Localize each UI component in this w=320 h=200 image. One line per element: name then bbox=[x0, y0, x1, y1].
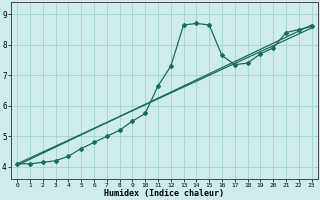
X-axis label: Humidex (Indice chaleur): Humidex (Indice chaleur) bbox=[104, 189, 224, 198]
